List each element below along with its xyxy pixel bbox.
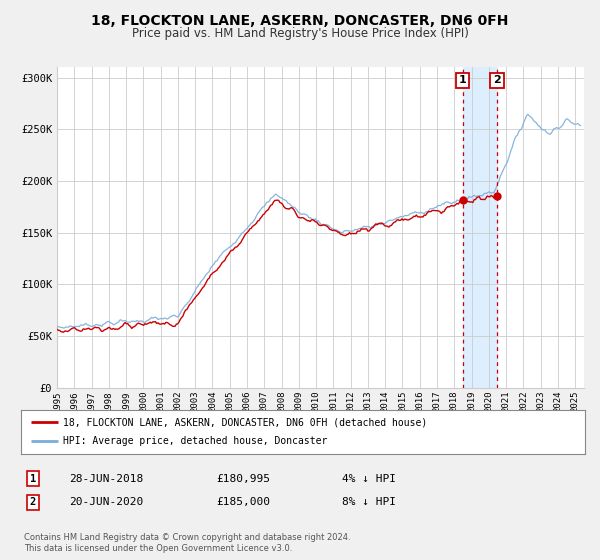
Bar [463,67,497,388]
Text: Price paid vs. HM Land Registry's House Price Index (HPI): Price paid vs. HM Land Registry's House … [131,27,469,40]
Text: 20-JUN-2020: 20-JUN-2020 [69,497,143,507]
Text: 28-JUN-2018: 28-JUN-2018 [69,474,143,484]
Text: 1: 1 [459,76,467,86]
Text: £185,000: £185,000 [216,497,270,507]
Text: 2: 2 [493,76,501,86]
Text: Contains HM Land Registry data © Crown copyright and database right 2024.
This d: Contains HM Land Registry data © Crown c… [24,533,350,553]
Text: 4% ↓ HPI: 4% ↓ HPI [342,474,396,484]
Text: 2: 2 [30,497,36,507]
Text: HPI: Average price, detached house, Doncaster: HPI: Average price, detached house, Donc… [64,436,328,446]
Text: 18, FLOCKTON LANE, ASKERN, DONCASTER, DN6 0FH: 18, FLOCKTON LANE, ASKERN, DONCASTER, DN… [91,14,509,28]
Text: £180,995: £180,995 [216,474,270,484]
Text: 18, FLOCKTON LANE, ASKERN, DONCASTER, DN6 0FH (detached house): 18, FLOCKTON LANE, ASKERN, DONCASTER, DN… [64,417,428,427]
Text: 8% ↓ HPI: 8% ↓ HPI [342,497,396,507]
Text: 1: 1 [30,474,36,484]
